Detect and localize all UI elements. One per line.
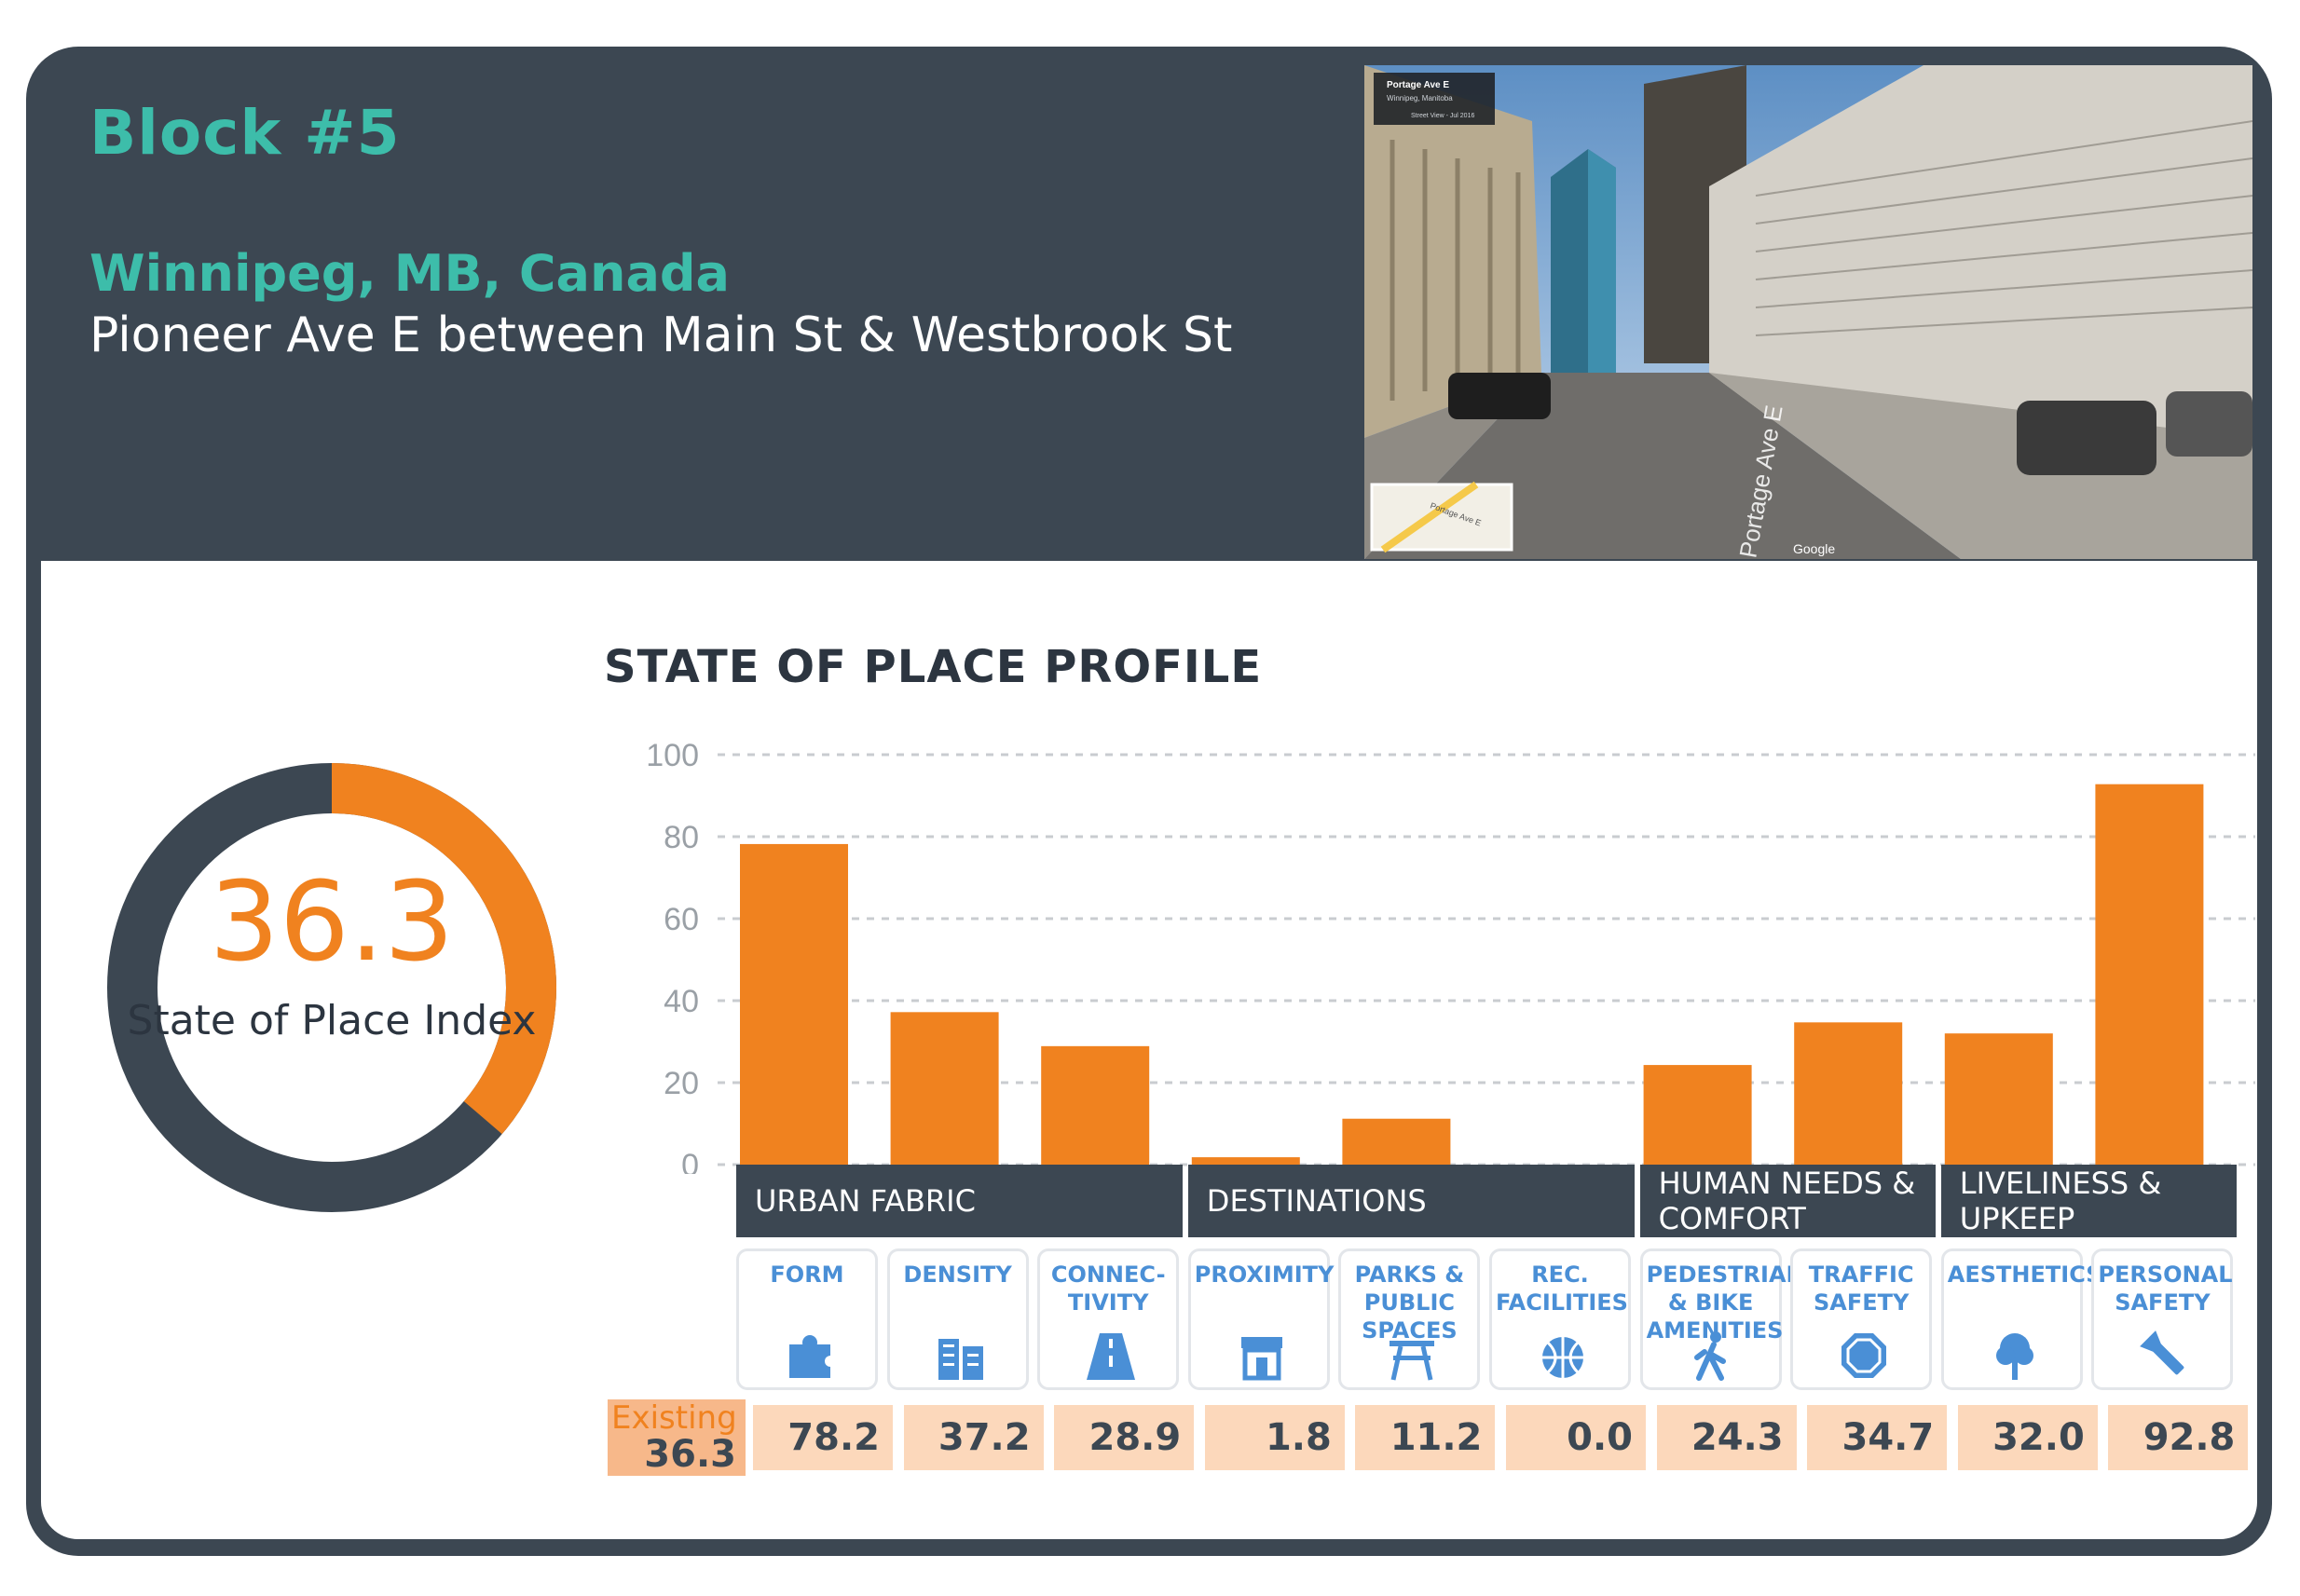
category-tile-9: AESTHETICS — [1940, 1248, 2102, 1390]
group-header-1: URBAN FABRIC — [736, 1165, 1183, 1237]
category-label: PEDESTRIAN & BIKE AMENITIES — [1646, 1262, 1805, 1344]
category-value: 11.2 — [1355, 1405, 1496, 1470]
category-tile-2: DENSITY — [886, 1248, 1029, 1390]
gauge-ring — [107, 763, 556, 1212]
category-label: PERSONAL SAFETY — [2098, 1262, 2233, 1316]
category-value: 34.7 — [1807, 1405, 1948, 1470]
y-tick-label: 0 — [681, 1148, 699, 1174]
category-value: 32.0 — [1957, 1405, 2098, 1470]
storefront-icon — [1236, 1330, 1288, 1382]
bar-7 — [1643, 1065, 1752, 1165]
category-label: AESTHETICS — [1947, 1262, 2102, 1288]
index-gauge: 36.3 State of Place Index — [89, 745, 574, 1230]
y-tick-label: 40 — [664, 984, 699, 1019]
tree-icon — [1989, 1330, 2041, 1382]
page-title: Block #5 — [89, 97, 401, 169]
photo-place-title: Portage Ave E — [1387, 80, 1449, 90]
category-tile-7: PEDESTRIAN & BIKE AMENITIES — [1639, 1248, 1805, 1390]
category-tile-10: PERSONAL SAFETY — [2091, 1248, 2234, 1390]
group-header-3: HUMAN NEEDS & COMFORT — [1639, 1165, 1936, 1237]
bar-1 — [740, 843, 848, 1165]
group-header-2: DESTINATIONS — [1187, 1165, 1635, 1237]
category-value: 92.8 — [2108, 1405, 2249, 1470]
category-label: PARKS & PUBLIC SPACES — [1354, 1262, 1465, 1344]
road-icon — [1085, 1330, 1137, 1382]
bar-3 — [1041, 1045, 1150, 1165]
y-tick-label: 60 — [664, 902, 699, 937]
basketball-icon — [1537, 1330, 1589, 1382]
chart-title: STATE OF PLACE PROFILE — [604, 641, 1263, 693]
category-value: 78.2 — [753, 1405, 893, 1470]
category-tile-1: FORM — [736, 1248, 878, 1390]
category-label: DENSITY — [903, 1262, 1012, 1288]
stop-sign-icon — [1838, 1330, 1890, 1382]
bar-4 — [1191, 1157, 1300, 1165]
bar-9 — [1944, 1033, 2053, 1165]
existing-value: 36.3 — [644, 1433, 736, 1476]
existing-label: Existing — [611, 1399, 737, 1437]
category-label: REC. FACILITIES — [1496, 1262, 1628, 1316]
category-value: 37.2 — [903, 1405, 1044, 1470]
category-tile-4: PROXIMITY — [1187, 1248, 1335, 1390]
category-tile-5: PARKS & PUBLIC SPACES — [1338, 1248, 1481, 1390]
bar-10 — [2095, 784, 2204, 1165]
category-tile-8: TRAFFIC SAFETY — [1790, 1248, 1933, 1390]
bar-2 — [890, 1012, 999, 1165]
group-header-4: LIVELINESS & UPKEEP — [1940, 1165, 2237, 1237]
index-value: 36.3 — [209, 857, 455, 986]
bar-chart: 0 20 40 60 80 100 — [646, 738, 2255, 1174]
category-value: 24.3 — [1656, 1405, 1797, 1470]
y-tick-label: 80 — [664, 820, 699, 855]
street-view-photo: Portage Ave E Winnipeg, Manitoba Street … — [1364, 65, 2252, 559]
category-value: 0.0 — [1506, 1405, 1646, 1470]
category-label: PROXIMITY — [1194, 1262, 1335, 1288]
picnic-table-icon — [1386, 1330, 1438, 1382]
category-label: CONNEC- TIVITY — [1050, 1262, 1166, 1316]
existing-score: Existing 36.3 — [608, 1399, 746, 1476]
street-description: Pioneer Ave E between Main St & Westbroo… — [89, 307, 1233, 363]
category-tile-6: REC. FACILITIES — [1489, 1248, 1631, 1390]
puzzle-icon — [784, 1330, 836, 1382]
bar-8 — [1794, 1022, 1903, 1165]
city-label: Winnipeg, MB, Canada — [89, 244, 730, 303]
photo-date-label: Street View - Jul 2016 — [1411, 113, 1474, 119]
y-tick-label: 100 — [646, 738, 699, 773]
category-label: TRAFFIC SAFETY — [1808, 1262, 1914, 1316]
gauge-fill — [107, 763, 556, 1212]
google-watermark: Google — [1793, 541, 1835, 556]
category-value: 28.9 — [1054, 1405, 1195, 1470]
photo-place-subtitle: Winnipeg, Manitoba — [1387, 94, 1453, 102]
flashlight-icon — [2139, 1330, 2191, 1382]
pedestrian-icon — [1688, 1330, 1740, 1382]
category-label: FORM — [770, 1262, 844, 1288]
y-tick-label: 20 — [664, 1066, 699, 1101]
category-tile-3: CONNEC- TIVITY — [1037, 1248, 1180, 1390]
index-label: State of Place Index — [127, 997, 537, 1044]
buildings-icon — [935, 1330, 987, 1382]
category-value: 1.8 — [1204, 1405, 1345, 1470]
bar-5 — [1342, 1118, 1451, 1165]
